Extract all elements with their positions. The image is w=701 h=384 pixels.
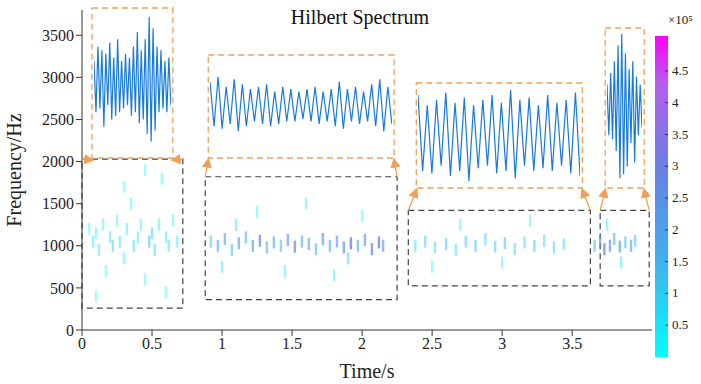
- svg-text:0: 0: [78, 335, 86, 352]
- svg-text:4: 4: [672, 95, 679, 110]
- svg-text:2: 2: [358, 335, 366, 352]
- svg-text:4.5: 4.5: [672, 63, 688, 78]
- svg-text:1000: 1000: [42, 237, 74, 254]
- svg-text:3: 3: [672, 158, 679, 173]
- svg-text:0: 0: [66, 322, 74, 339]
- svg-text:1.5: 1.5: [672, 254, 688, 269]
- svg-text:2500: 2500: [42, 111, 74, 128]
- svg-text:0.5: 0.5: [672, 317, 688, 332]
- svg-text:500: 500: [50, 280, 74, 297]
- svg-text:Time/s: Time/s: [340, 360, 395, 382]
- svg-text:×10⁵: ×10⁵: [668, 12, 693, 27]
- svg-text:3.5: 3.5: [562, 335, 582, 352]
- svg-text:1: 1: [672, 285, 679, 300]
- svg-text:2: 2: [672, 222, 679, 237]
- svg-text:3500: 3500: [42, 27, 74, 44]
- svg-text:3: 3: [498, 335, 506, 352]
- svg-text:1: 1: [218, 335, 226, 352]
- svg-text:1500: 1500: [42, 195, 74, 212]
- svg-text:3000: 3000: [42, 69, 74, 86]
- svg-text:2.5: 2.5: [672, 190, 688, 205]
- svg-text:Frequency/Hz: Frequency/Hz: [3, 113, 26, 226]
- html-text:Hilbert Spectrum: Hilbert Spectrum: [290, 6, 430, 28]
- svg-text:2.5: 2.5: [422, 335, 442, 352]
- svg-text:2000: 2000: [42, 153, 74, 170]
- svg-text:0.5: 0.5: [142, 335, 162, 352]
- svg-text:3.5: 3.5: [672, 127, 688, 142]
- svg-text:1.5: 1.5: [282, 335, 302, 352]
